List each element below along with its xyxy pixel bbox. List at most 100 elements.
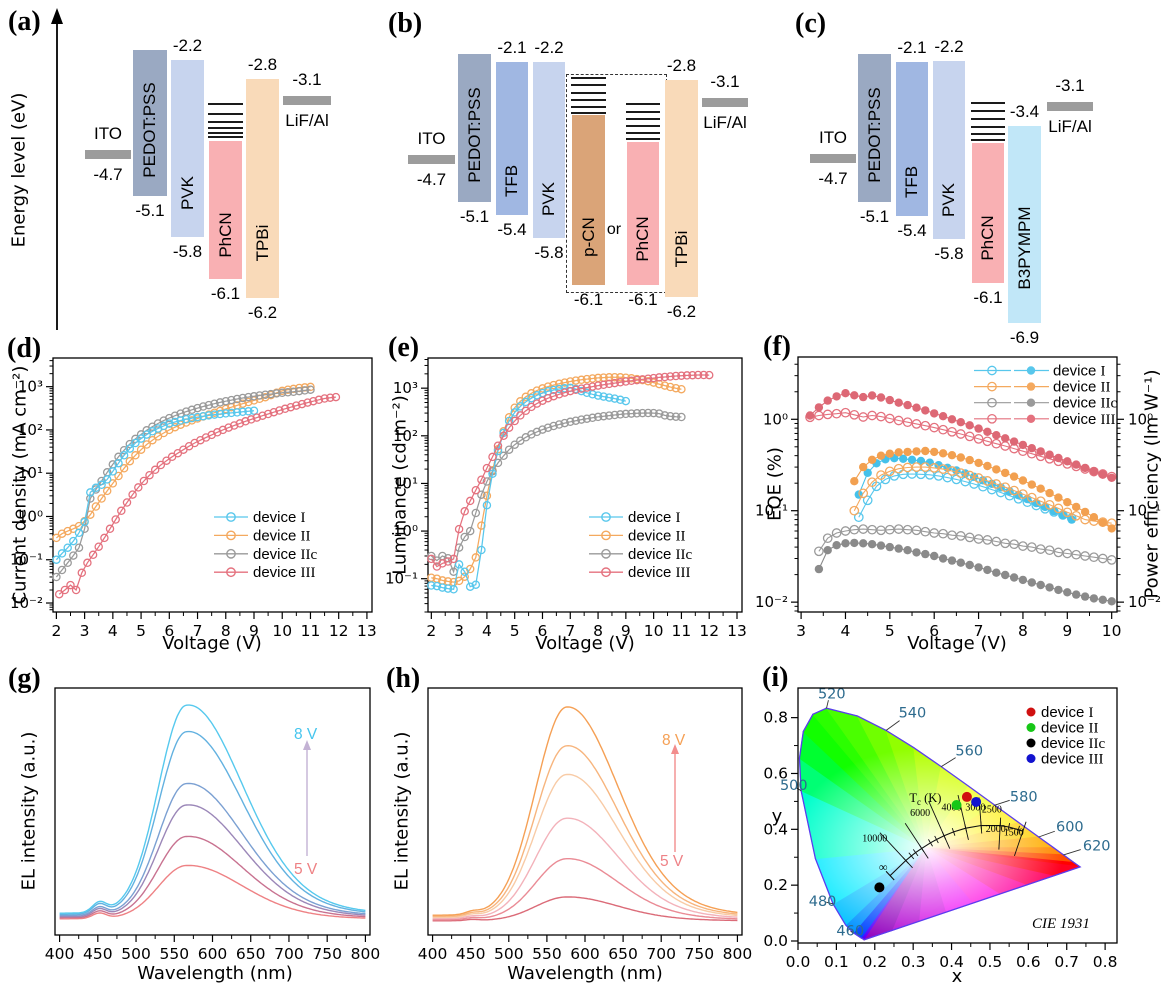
cie-temp-label-0: 6000 [910, 808, 930, 819]
cie-wavelength-label-580: 580 [1010, 789, 1038, 805]
energy-b-bottomvalue-TPBi: -6.2 [666, 302, 697, 321]
chart-h-curve-0 [432, 896, 738, 922]
chart-i-ytick-0.4: 0.4 [763, 820, 788, 838]
energy-a-levels-PhCN-3 [208, 121, 243, 123]
chart-h-xtick-400: 400 [418, 945, 448, 963]
chart-h-voltage-arrowhead-icon [671, 744, 679, 754]
cie-wavelength-label-500: 500 [780, 778, 808, 794]
energy-b-electrode-ITO [408, 155, 455, 164]
chart-e-ytick-1: 10¹ [393, 474, 418, 492]
axis-title-i-y: y [771, 806, 783, 827]
energy-c-bar-label-PVK: PVK [939, 182, 958, 217]
chart-f-legend-label-I: device I [1053, 363, 1106, 380]
chart-i-xtick-0.0: 0.0 [786, 953, 811, 971]
cie-temp-label-7: ∞ [879, 860, 888, 874]
energy-a-levels-PhCN-0 [208, 136, 243, 138]
chart-f-ytick--2: 10⁻² [755, 593, 788, 611]
energy-axis-title: Energy level (eV) [8, 92, 30, 248]
cie-wavelength-label-620: 620 [1083, 838, 1111, 854]
energy-c-levels-PhCN-0 [971, 139, 1005, 141]
chart-i-legend-label-IIc: device IIc [1041, 735, 1106, 752]
energy-b-levels-PhCN-5 [626, 103, 660, 105]
energy-b-topvalue-TPBi: -2.8 [666, 56, 697, 75]
energy-b-levels-p-CN-1 [571, 106, 606, 108]
energy-c-bar-label-B3PYMPM: B3PYMPM [1014, 206, 1034, 290]
chart-e-legend-label-II: device II [628, 527, 686, 544]
chart-d-legend-label-III: device III [253, 564, 316, 581]
chart-h-curve-3 [432, 773, 738, 919]
energy-b-topvalue-TFB: -2.1 [497, 38, 527, 57]
chart-g-xtick-400: 400 [45, 945, 75, 963]
chart-g-curve-0 [59, 864, 366, 920]
cie-temp-label-2: 4000 [942, 802, 962, 813]
cie-device-point-I [961, 791, 972, 802]
chart-i-legend-label-III: device III [1041, 751, 1104, 768]
chart-e-ytick-2: 10² [393, 427, 418, 445]
chart-d-xtick-2: 2 [51, 622, 61, 640]
energy-a-bar-label-PEDOT:PSS: PEDOT:PSS [140, 82, 159, 179]
energy-a-levels-PhCN-5 [208, 103, 243, 105]
energy-c-bottomvalue-PVK: -5.8 [934, 244, 964, 263]
cie-device-point-IIc [874, 882, 885, 893]
chart-d-ytick-0: 10⁰ [18, 507, 43, 525]
energy-c-levels-PhCN-5 [971, 102, 1005, 104]
energy-b-bar-PEDOT:PSS [458, 54, 491, 202]
cie-tc-label: Tc (K) [909, 791, 941, 807]
energy-b-levels-PhCN-1 [626, 132, 660, 134]
chart-h-curve-5 [432, 706, 738, 916]
chart-e-xtick-13: 13 [727, 622, 747, 640]
energy-b-topvalue-PVK: -2.2 [534, 38, 564, 57]
energy-c-topvalue-TFB: -2.1 [897, 38, 927, 57]
energy-a-bar-label-TPBi: TPBi [252, 224, 272, 262]
energy-b-bottomvalue-PEDOT:PSS: -5.1 [459, 207, 490, 226]
axis-title-i-x: x [951, 966, 963, 987]
axis-title-g-y: EL intensity (a.u.) [18, 731, 40, 891]
chart-e-legend-label-IIc: device IIc [628, 546, 693, 563]
chart-g-xtick-650: 650 [236, 945, 266, 963]
energy-axis-arrowhead-icon [51, 8, 63, 24]
chart-d-ytick--1: 10⁻¹ [10, 551, 43, 569]
chart-f-xtick-6: 6 [929, 622, 939, 640]
chart-i-legend-label-II: device II [1041, 720, 1099, 737]
chart-g-curve-2 [59, 804, 366, 918]
energy-b-levels-PhCN-4 [626, 111, 660, 113]
chart-i-ytick-0.0: 0.0 [763, 932, 788, 950]
energy-b-bar-label-p-CN: p-CN [578, 217, 598, 258]
cie-temp-label-5: 2000 [986, 824, 1006, 835]
energy-c-electrode-LiF/Al [1047, 102, 1093, 111]
chart-d-xtick-3: 3 [80, 622, 90, 640]
chart-h-curve-1 [432, 858, 738, 921]
chart-d-ytick-1: 10¹ [18, 464, 43, 482]
cie-spectral-locus-outline [798, 707, 1082, 941]
energy-a-topvalue-PVK: -2.2 [172, 36, 203, 55]
energy-b-bottomvalue-PhCN: -6.1 [628, 290, 658, 309]
chart-h-curve-2 [432, 817, 738, 920]
chart-e-xtick-10: 10 [644, 622, 664, 640]
energy-a-electrode-name-LiF/Al: LiF/Al [285, 111, 329, 130]
energy-b-electrode-name-ITO: ITO [417, 129, 446, 148]
energy-c-electrode-ITO [810, 154, 856, 163]
energy-a-bar-PEDOT:PSS [133, 50, 167, 196]
panel-letter-i: (i) [762, 662, 789, 693]
chart-e-series-device-II [427, 372, 686, 587]
chart-f-xtick-3: 3 [796, 622, 806, 640]
chart-f-xtick-9: 9 [1062, 622, 1072, 640]
energy-a-topvalue-TPBi: -2.8 [247, 55, 278, 74]
energy-b-bar-label-TPBi: TPBi [671, 230, 691, 268]
energy-b-levels-p-CN-3 [571, 92, 606, 94]
energy-c-bar-label-PhCN: PhCN [978, 215, 997, 261]
energy-a-electrode-value-ITO: -4.7 [93, 165, 123, 184]
energy-a-bottomvalue-PhCN: -6.1 [210, 284, 241, 303]
chart-d-xtick-13: 13 [357, 622, 377, 640]
panel-letter-b: (b) [388, 8, 423, 39]
chart-d-ytick--2: 10⁻² [10, 594, 43, 612]
chart-h-curve-4 [432, 744, 738, 917]
energy-c-electrode-value-LiF/Al: -3.1 [1055, 76, 1085, 95]
chart-f-legend-label-IIc: device IIc [1053, 395, 1118, 412]
chart-i-xtick-0.5: 0.5 [978, 953, 1003, 971]
cie-device-point-III [971, 796, 982, 807]
axis-title-f-y-right: Power efficiency (lm W⁻¹) [1141, 369, 1163, 599]
